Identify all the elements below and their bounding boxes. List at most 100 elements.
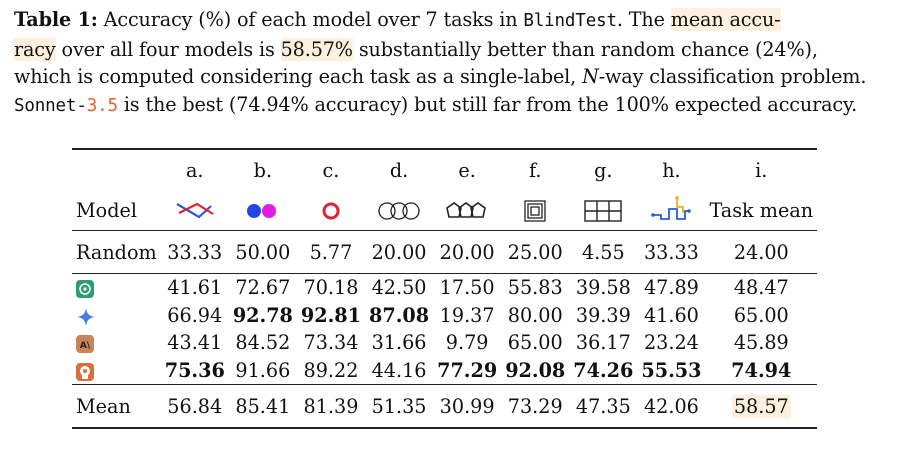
task-letter: f.	[501, 148, 570, 190]
value-cell: 75.36	[164, 358, 225, 382]
two-circles-icon	[229, 190, 297, 231]
value-cell: 73.29	[501, 384, 570, 429]
sonnet-icon	[72, 357, 161, 385]
caption-text: Accuracy (%) of each model over 7 tasks …	[97, 8, 524, 31]
value-cell: 55.83	[501, 273, 570, 302]
grid-icon	[569, 190, 637, 231]
value-cell: 73.34	[303, 331, 359, 355]
caption-text: over all four models is	[55, 37, 281, 61]
circled-letter-icon	[297, 190, 365, 231]
value-cell: 5.77	[296, 230, 365, 274]
caption-label: Table 1:	[14, 8, 98, 31]
value-cell: 89.22	[303, 358, 359, 382]
value-cell: 77.29	[437, 358, 498, 382]
value-cell: 19.37	[439, 303, 495, 327]
value-cell: 50.00	[228, 230, 297, 274]
task-letter: h.	[637, 148, 706, 190]
task-letter: c.	[296, 148, 365, 190]
value-cell: 92.81	[300, 303, 361, 327]
benchmark-name: BlindTest	[523, 11, 617, 31]
value-cell: 9.79	[445, 331, 489, 355]
value-cell: 42.06	[637, 384, 706, 429]
task-mean-cell: 45.89	[733, 331, 789, 355]
task-mean-cell: 74.94	[731, 358, 792, 382]
value-cell: 20.00	[433, 230, 502, 274]
caption-text: substantially better than random chance …	[352, 37, 818, 61]
value-cell: 81.39	[296, 384, 365, 429]
value-cell: 44.16	[371, 358, 427, 382]
value-cell: 70.18	[296, 273, 365, 302]
caption-line-2: racy over all four models is 58.57% subs…	[14, 36, 890, 64]
task-letter: d.	[365, 148, 434, 190]
row-label: Mean	[72, 384, 161, 429]
value-cell: 33.33	[160, 230, 229, 274]
nested-squares-icon	[501, 190, 569, 231]
value-cell: 41.61	[160, 273, 229, 302]
value-cell: 80.00	[507, 303, 563, 327]
value-cell: 65.00	[507, 331, 563, 355]
task-icon-row: Model Task mean	[72, 190, 817, 231]
olympic-rings-icon	[365, 190, 433, 231]
value-cell: 33.33	[637, 230, 706, 274]
value-cell: 36.17	[575, 331, 631, 355]
value-cell: 87.08	[369, 303, 430, 327]
value-cell: 39.58	[569, 273, 638, 302]
line-intersection-icon	[161, 190, 229, 231]
value-cell: 72.67	[228, 273, 297, 302]
caption-highlight: 58.57%	[280, 37, 353, 61]
caption-text: . The	[616, 8, 671, 31]
pentagons-icon	[433, 190, 501, 231]
value-cell: 4.55	[569, 230, 638, 274]
value-cell: 85.41	[228, 384, 297, 429]
task-mean-cell: 65.00	[733, 303, 789, 327]
task-mean-header: Task mean	[709, 198, 814, 222]
caption-line-1: Table 1: Accuracy (%) of each model over…	[14, 6, 890, 36]
caption-highlight: mean accu-	[670, 8, 781, 31]
caption-variable: N	[582, 65, 599, 88]
caption-line-4: Sonnet-3.5 is the best (74.94% accuracy)…	[14, 91, 890, 121]
subway-map-icon	[637, 190, 705, 231]
task-mean-cell: 58.57	[705, 384, 818, 429]
value-cell: 92.08	[505, 358, 566, 382]
gemini-icon	[72, 302, 161, 330]
value-cell: 47.89	[637, 273, 706, 302]
task-letter-row: a. b. c. d. e. f. g. h. i.	[72, 148, 818, 190]
value-cell: 39.39	[575, 303, 631, 327]
random-row: Random 33.33 50.00 5.77 20.00 20.00 25.00 4.55…	[72, 230, 818, 274]
caption-line-3: which is computed considering each task …	[14, 63, 890, 91]
model-version: 3.5	[86, 95, 118, 116]
table-caption: Table 1: Accuracy (%) of each model over…	[14, 6, 890, 120]
caption-text: -way classification problem.	[598, 65, 867, 88]
value-cell: 17.50	[433, 273, 502, 302]
value-cell: 30.99	[433, 384, 502, 429]
task-letter: b.	[228, 148, 297, 190]
model-row-claude: A\ 43.41 84.52 73.34 31.66 9.79 65.00 36.17 23.…	[72, 329, 817, 357]
value-cell: 31.66	[371, 331, 427, 355]
value-cell: 25.00	[501, 230, 570, 274]
task-mean-cell: 48.47	[705, 273, 818, 302]
mean-row: Mean 56.84 85.41 81.39 51.35 30.99 73.29 47.35…	[72, 384, 818, 429]
value-cell: 92.78	[232, 303, 293, 327]
claude-icon: A\	[72, 329, 161, 357]
task-letter: g.	[569, 148, 638, 190]
value-cell: 47.35	[569, 384, 638, 429]
task-mean-cell: 24.00	[705, 230, 818, 274]
caption-text: which is computed considering each task …	[14, 65, 583, 88]
value-cell: 51.35	[365, 384, 434, 429]
value-cell: 74.26	[573, 358, 634, 382]
value-cell: 42.50	[365, 273, 434, 302]
value-cell: 66.94	[167, 303, 223, 327]
model-row-sonnet: 75.36 91.66 89.22 44.16 77.29 92.08 74.26 55.53…	[72, 357, 817, 385]
task-letter: a.	[160, 148, 229, 190]
value-cell: 41.60	[643, 303, 699, 327]
caption-text: is the best (74.94% accuracy) but still …	[117, 92, 858, 116]
task-letter: e.	[433, 148, 502, 190]
svg-text:A\: A\	[80, 341, 91, 351]
model-header: Model	[76, 198, 137, 222]
model-row-gemini: 66.94 92.78 92.81 87.08 19.37 80.00 39.39 41.60…	[72, 302, 817, 330]
value-cell: 43.41	[167, 331, 223, 355]
task-letter: i.	[705, 148, 818, 190]
empty-cell	[72, 148, 161, 190]
results-table: a. b. c. d. e. f. g. h. i. Model	[72, 148, 818, 429]
gpt-icon	[72, 273, 161, 302]
